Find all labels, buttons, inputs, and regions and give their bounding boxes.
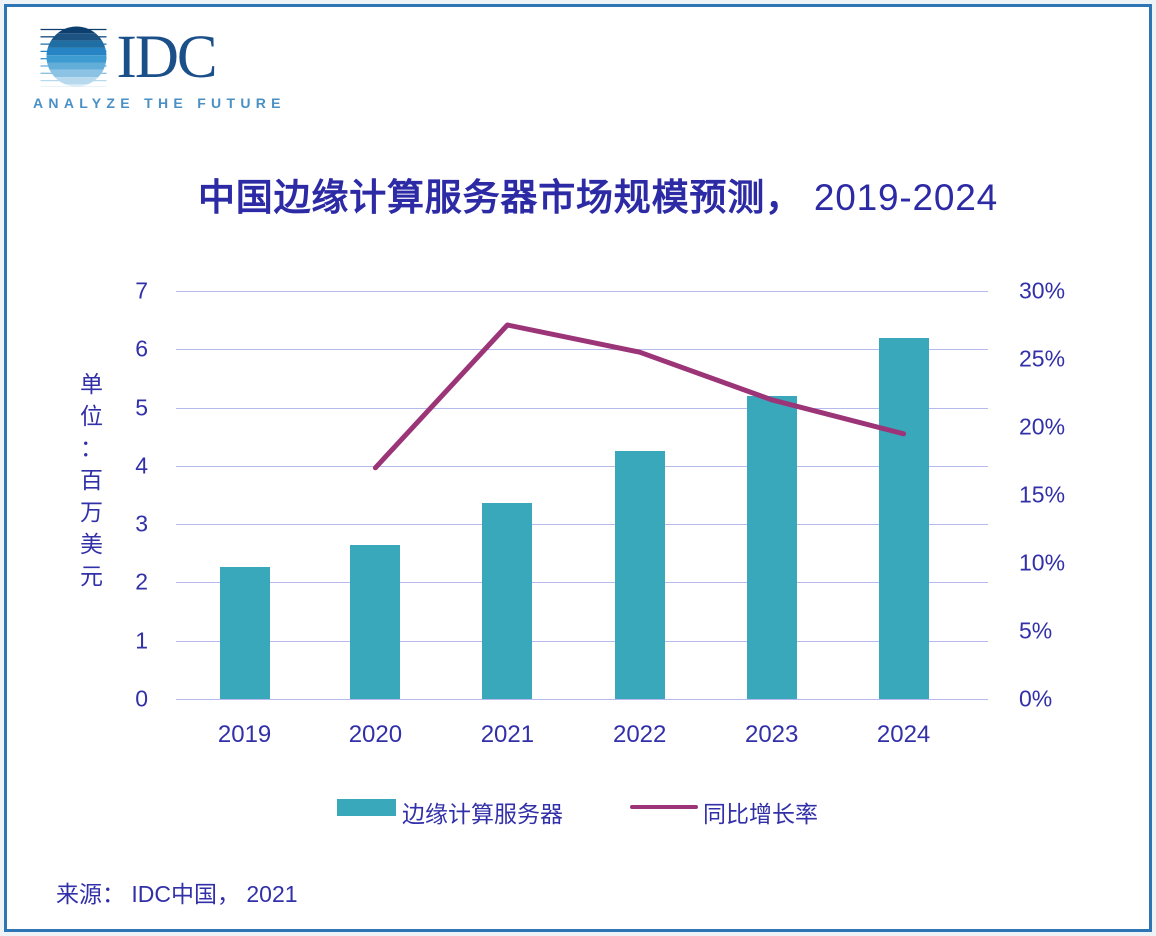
svg-text:IDC: IDC	[117, 26, 216, 87]
